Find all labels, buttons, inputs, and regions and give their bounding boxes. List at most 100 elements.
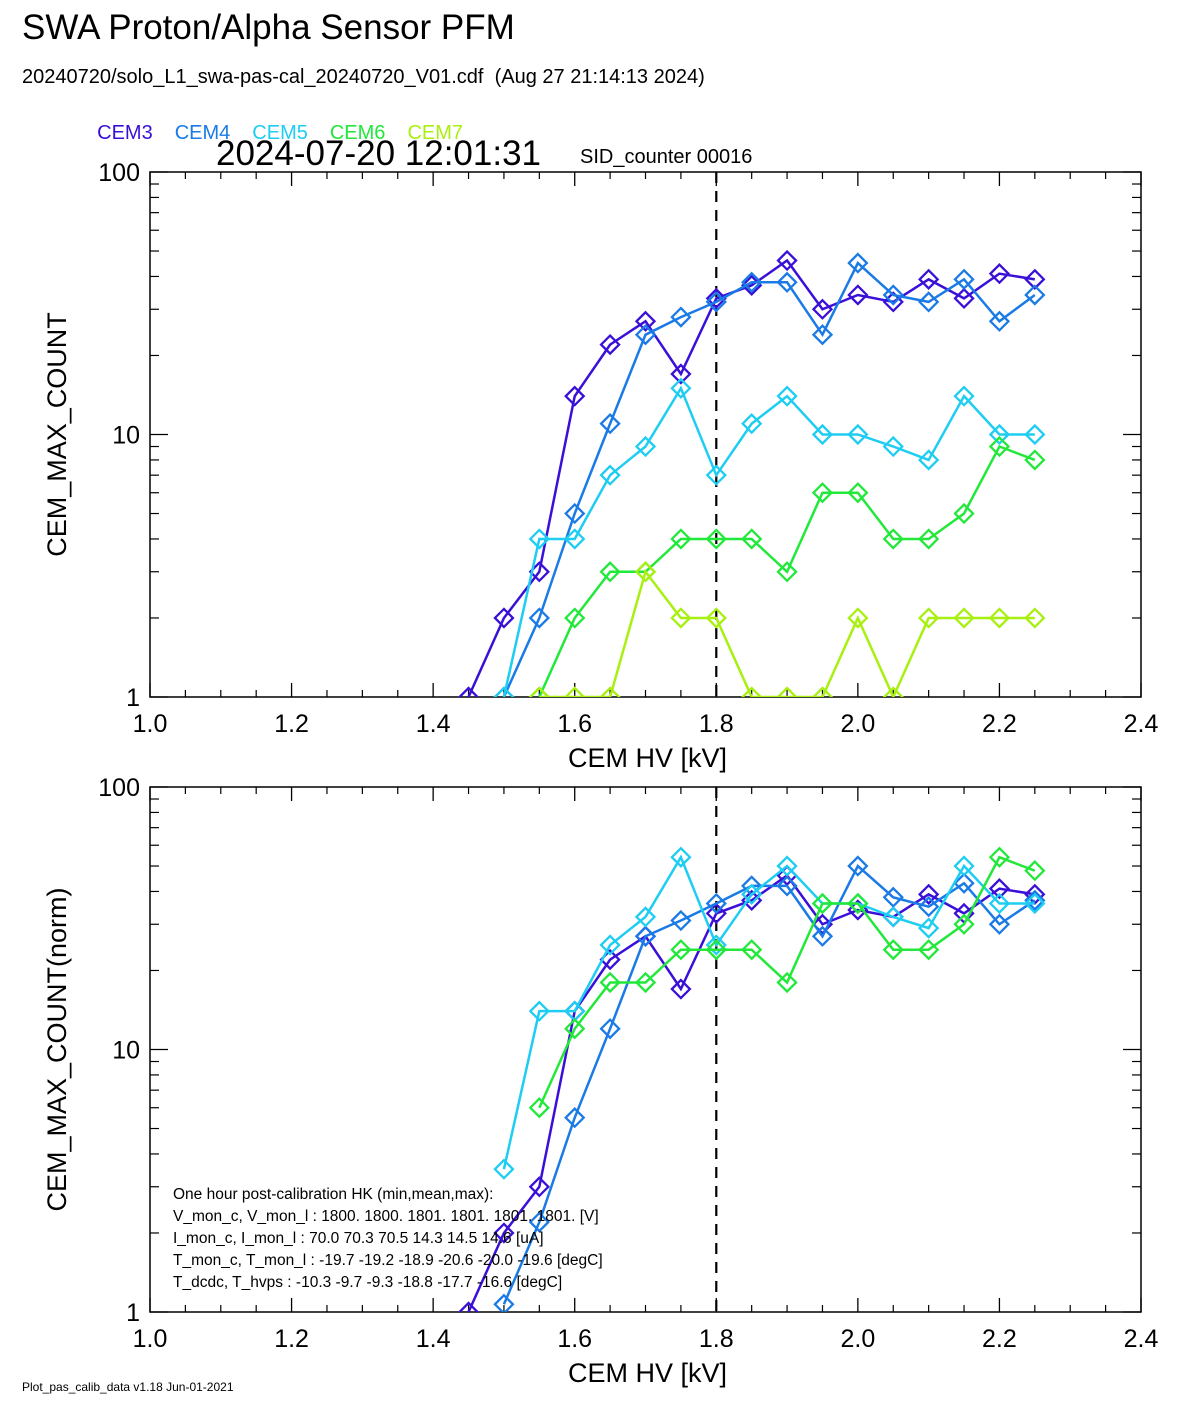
panel2-point-cem4 <box>988 913 1011 935</box>
panel2-point-cem4 <box>564 1107 586 1129</box>
panel1-point-cem3 <box>634 310 657 332</box>
panel2-point-cem4 <box>670 909 692 932</box>
panel1-point-cem7 <box>882 686 904 697</box>
hk-box-line: T_dcdc, T_hvps : -10.3 -9.7 -9.3 -18.8 -… <box>173 1274 562 1291</box>
panel1-point-cem3 <box>705 287 727 310</box>
panel2-y-tick-label: 100 <box>98 774 140 802</box>
panel1-point-cem3 <box>847 284 869 306</box>
panel2-point-cem3 <box>493 1222 515 1244</box>
panel1-y-tick-label: 10 <box>112 422 140 450</box>
panel2-point-cem6 <box>1024 860 1046 882</box>
panel1-y-tick-label: 100 <box>98 159 140 187</box>
panel1-point-cem3 <box>564 385 586 407</box>
panel1-point-cem4 <box>528 607 550 629</box>
panel1-point-cem5 <box>599 464 621 486</box>
panel1-y-axis-label: CEM_MAX_COUNT <box>42 312 72 557</box>
panel2-point-cem5 <box>776 855 798 877</box>
panel1-point-cem5 <box>953 385 975 407</box>
panel2-point-cem5 <box>1024 892 1046 915</box>
page-title: SWA Proton/Alpha Sensor PFM <box>22 8 515 47</box>
timestamp: 2024-07-20 12:01:31 <box>216 134 541 173</box>
panel1-series-line-cem3 <box>467 258 1036 697</box>
panel1-point-cem5 <box>918 449 940 471</box>
panel1-point-cem6 <box>1024 449 1046 471</box>
panel1-point-cem3 <box>776 249 798 272</box>
panel2-series-line-cem3 <box>467 873 1036 1312</box>
panel1-series-line-cem5 <box>502 385 1035 697</box>
panel1-point-cem3 <box>670 363 692 385</box>
panel2-point-cem5 <box>741 883 763 905</box>
panel1-point-cem3 <box>918 268 940 290</box>
panel1-point-cem6 <box>670 528 692 550</box>
panel2-point-cem3 <box>811 913 834 935</box>
panel1-point-cem4 <box>847 252 869 274</box>
panel1-point-cem4 <box>988 310 1011 332</box>
panel1-point-cem7 <box>953 607 975 629</box>
panel1-x-tick-label: 2.2 <box>982 710 1017 738</box>
panel1-point-cem7 <box>988 607 1011 629</box>
panel1-point-cem7 <box>741 686 763 697</box>
panel2-point-cem5 <box>918 917 940 939</box>
panel2-point-cem5 <box>953 855 975 877</box>
panel1-point-cem6 <box>811 482 834 504</box>
panel2-point-cem4 <box>634 925 657 947</box>
panel1-point-cem7 <box>1024 607 1046 629</box>
legend-entry-cem5: CEM5 <box>252 122 308 144</box>
panel1-point-cem7 <box>776 686 798 697</box>
panel1-point-cem4 <box>741 271 763 293</box>
panel1-point-cem4 <box>811 324 834 346</box>
panel1-point-cem6 <box>564 607 586 629</box>
panel2-point-cem6 <box>811 892 834 915</box>
panel2-point-cem4 <box>493 1293 515 1312</box>
panel2-point-cem4 <box>776 875 798 897</box>
panel1-point-cem7 <box>670 607 692 629</box>
panel1-point-cem4 <box>705 291 727 313</box>
panel1-point-cem5 <box>847 423 869 446</box>
panel1-point-cem7 <box>599 686 621 697</box>
panel1-point-cem6 <box>599 561 621 583</box>
panel2-point-cem5 <box>988 892 1011 915</box>
panel1-point-cem6 <box>776 561 798 583</box>
panel1-x-tick-label: 2.0 <box>840 710 875 738</box>
panel1-point-cem6 <box>953 502 975 525</box>
panel1-point-cem5 <box>528 528 550 550</box>
panel1-point-cem7 <box>564 686 586 697</box>
panel1-point-cem6 <box>988 435 1011 458</box>
panel1-point-cem4 <box>1024 284 1046 306</box>
hk-box-line: I_mon_c, I_mon_l : 70.0 70.3 70.5 14.3 1… <box>173 1230 544 1247</box>
file-subtitle: 20240720/solo_L1_swa-pas-cal_20240720_V0… <box>22 66 705 88</box>
panel2-x-tick-label: 2.0 <box>840 1325 875 1353</box>
panel1-point-cem4 <box>953 268 975 290</box>
panel2-x-tick-label: 1.2 <box>274 1325 309 1353</box>
panel2-x-tick-label: 2.2 <box>982 1325 1017 1353</box>
panel2-series-line-cem5 <box>502 854 1035 1170</box>
panel1-point-cem6 <box>847 482 869 504</box>
panel2-y-axis-label: CEM_MAX_COUNT(norm) <box>42 887 72 1211</box>
panel2-point-cem4 <box>811 925 834 947</box>
panel1-point-cem5 <box>493 686 515 697</box>
panel2-point-cem5 <box>882 906 904 928</box>
panel1-y-tick-label: 1 <box>126 684 140 712</box>
legend-entry-cem7: CEM7 <box>407 122 464 144</box>
panel1-point-cem4 <box>776 271 798 293</box>
panel2-point-cem6 <box>564 1018 586 1040</box>
panel2-point-cem3 <box>918 883 940 905</box>
legend-entry-cem4: CEM4 <box>174 122 231 144</box>
panel1-x-tick-label: 1.8 <box>699 710 734 738</box>
hk-box-line: V_mon_c, V_mon_l : 1800. 1800. 1801. 180… <box>173 1208 599 1225</box>
panel1-point-cem3 <box>457 686 480 697</box>
panel1-point-cem4 <box>564 502 586 525</box>
panel2-point-cem5 <box>528 1000 550 1022</box>
panel1-point-cem7 <box>918 607 940 629</box>
panel1-series-line-cem7 <box>539 569 1035 697</box>
panel1-point-cem5 <box>988 423 1011 446</box>
panel2-y-tick-label: 10 <box>112 1037 140 1065</box>
panel1-point-cem4 <box>599 413 621 435</box>
panel1-point-cem6 <box>705 528 727 550</box>
panel2-point-cem4 <box>705 892 727 915</box>
panel1-point-cem5 <box>564 528 586 550</box>
panel2-point-cem3 <box>528 1176 550 1198</box>
panel2-point-cem4 <box>953 872 975 894</box>
panel1-point-cem5 <box>811 423 834 446</box>
panel1-point-cem3 <box>599 333 621 356</box>
